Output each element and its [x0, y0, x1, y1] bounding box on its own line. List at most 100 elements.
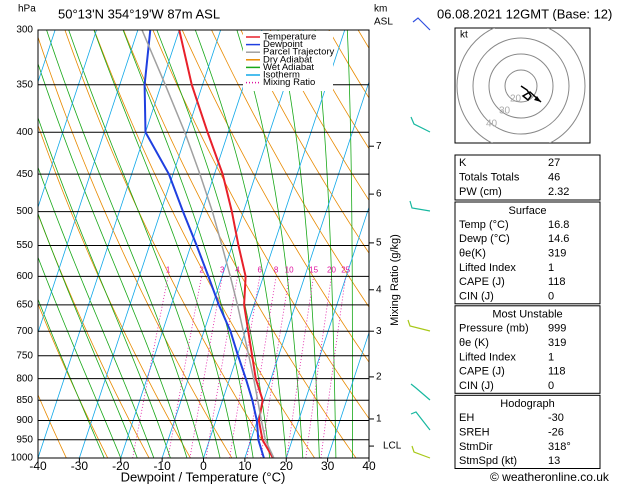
- profile-line: [141, 30, 275, 458]
- mixing-ratio-label: 1: [166, 266, 171, 275]
- row-value: 318°: [548, 441, 571, 453]
- row-label: CIN (J): [459, 290, 494, 302]
- wind-barbs: [407, 17, 431, 459]
- ring: [456, 28, 586, 143]
- mixing-ratio-label: 15: [309, 266, 318, 275]
- lcl-label: LCL: [383, 441, 402, 452]
- row-label: StmDir: [459, 441, 493, 453]
- wet-adiabat: [346, 30, 353, 458]
- wind-barb: [410, 383, 431, 401]
- mixing-ratio-line: [305, 276, 332, 458]
- x-tick-label: -20: [112, 459, 130, 473]
- row-value: -30: [548, 412, 564, 424]
- isotherm: [0, 30, 14, 458]
- foreground: 1 2 3 4 6 8 10 15 20 2530035040045050055060065070…: [11, 25, 402, 474]
- y2-axis-title: Mixing Ratio (g/kg): [389, 234, 401, 326]
- x-tick-label: -10: [153, 459, 171, 473]
- y-tick-label: 850: [16, 395, 33, 406]
- asl: ASL: [374, 17, 393, 28]
- mixing-ratio-label: 25: [341, 266, 350, 275]
- row-value: 14.6: [548, 233, 569, 245]
- legend-label: Parcel Trajectory: [263, 47, 335, 58]
- location: 50°13'N 354°19'W 87m ASL: [58, 6, 220, 21]
- hodograph-rings: [456, 28, 586, 143]
- isotherm: [203, 30, 346, 458]
- ring-label: 20: [510, 94, 522, 105]
- y-tick-label: 400: [16, 127, 33, 138]
- wet-adiabat: [93, 30, 237, 458]
- wet-adiabat: [38, 298, 105, 458]
- ring-label: 30: [499, 106, 511, 117]
- wet-adiabat: [368, 430, 369, 458]
- dry-adiabat: [269, 30, 369, 202]
- row-value: -26: [548, 427, 564, 439]
- row-value: 118: [548, 366, 566, 378]
- row-value: 319: [548, 337, 566, 349]
- mixing-ratio-label: 10: [285, 266, 294, 275]
- profile-line: [143, 30, 265, 458]
- dry-adiabat: [622, 30, 629, 458]
- wet-adiabat: [194, 30, 287, 458]
- dry-adiabat: [38, 393, 67, 458]
- dry-adiabat: [240, 30, 369, 254]
- isotherm: [161, 30, 304, 458]
- wind-barb: [407, 319, 431, 332]
- wind-barb: [411, 445, 431, 459]
- row-value: 0: [548, 380, 554, 392]
- row-label: θe (K): [459, 337, 489, 349]
- row-value: 1: [548, 262, 554, 274]
- isotherm: [244, 80, 369, 458]
- mixing-ratio-label: 8: [274, 266, 279, 275]
- row-label: Temp (°C): [459, 219, 509, 231]
- row-value: 1: [548, 351, 554, 363]
- index-label: Totals Totals: [459, 171, 520, 183]
- y-tick-label: 1000: [11, 453, 34, 464]
- wind-barb: [412, 17, 431, 31]
- x-tick-label: -40: [29, 459, 47, 473]
- index-label: K: [459, 157, 467, 169]
- x-tick-label: 40: [362, 459, 376, 473]
- hodograph-frame: [454, 27, 591, 144]
- row-label: Lifted Index: [459, 262, 516, 274]
- legend-label: Dry Adiabat: [263, 54, 312, 65]
- y-tick-label: 450: [16, 169, 33, 180]
- section-title: Hodograph: [500, 398, 554, 410]
- wet-adiabat: [122, 30, 254, 458]
- row-label: Dewp (°C): [459, 233, 510, 245]
- km-tick-label: 3: [376, 326, 382, 337]
- mixing-ratio-line: [132, 276, 169, 458]
- row-value: 13: [548, 455, 560, 467]
- row-label: CIN (J): [459, 380, 494, 392]
- km-tick-label: 2: [376, 372, 382, 383]
- wet-adiabat: [46, 30, 204, 458]
- wet-adiabat: [38, 256, 122, 458]
- row-value: 999: [548, 323, 566, 335]
- y-tick-label: 550: [16, 240, 33, 251]
- mixing-ratio-label: 2: [199, 266, 204, 275]
- mixing-ratio-line: [189, 276, 223, 458]
- mixing-ratio-line: [205, 276, 238, 458]
- index-value: 46: [548, 171, 560, 183]
- row-label: Lifted Index: [459, 351, 516, 363]
- isotherm: [285, 205, 369, 458]
- row-label: StmSpd (kt): [459, 455, 517, 467]
- ring: [488, 53, 554, 119]
- mixing-ratio-label: 3: [220, 266, 225, 275]
- mixing-ratio-line: [286, 276, 314, 458]
- row-value: 319: [548, 248, 566, 260]
- isotherm: [38, 30, 139, 334]
- mixing-ratio-label: 20: [327, 266, 336, 275]
- wet-adiabat: [314, 30, 337, 458]
- km-tick-label: 7: [376, 141, 382, 152]
- x-tick-label: 20: [280, 459, 294, 473]
- wind-barb: [410, 411, 431, 431]
- legend-box: [243, 31, 333, 91]
- table-box: [454, 394, 601, 469]
- row-label: SREH: [459, 427, 490, 439]
- dry-adiabat: [38, 35, 233, 458]
- y-tick-label: 700: [16, 326, 33, 337]
- y-tick-label: 300: [16, 25, 33, 36]
- table-box: [454, 154, 601, 201]
- dry-adiabat: [93, 30, 315, 458]
